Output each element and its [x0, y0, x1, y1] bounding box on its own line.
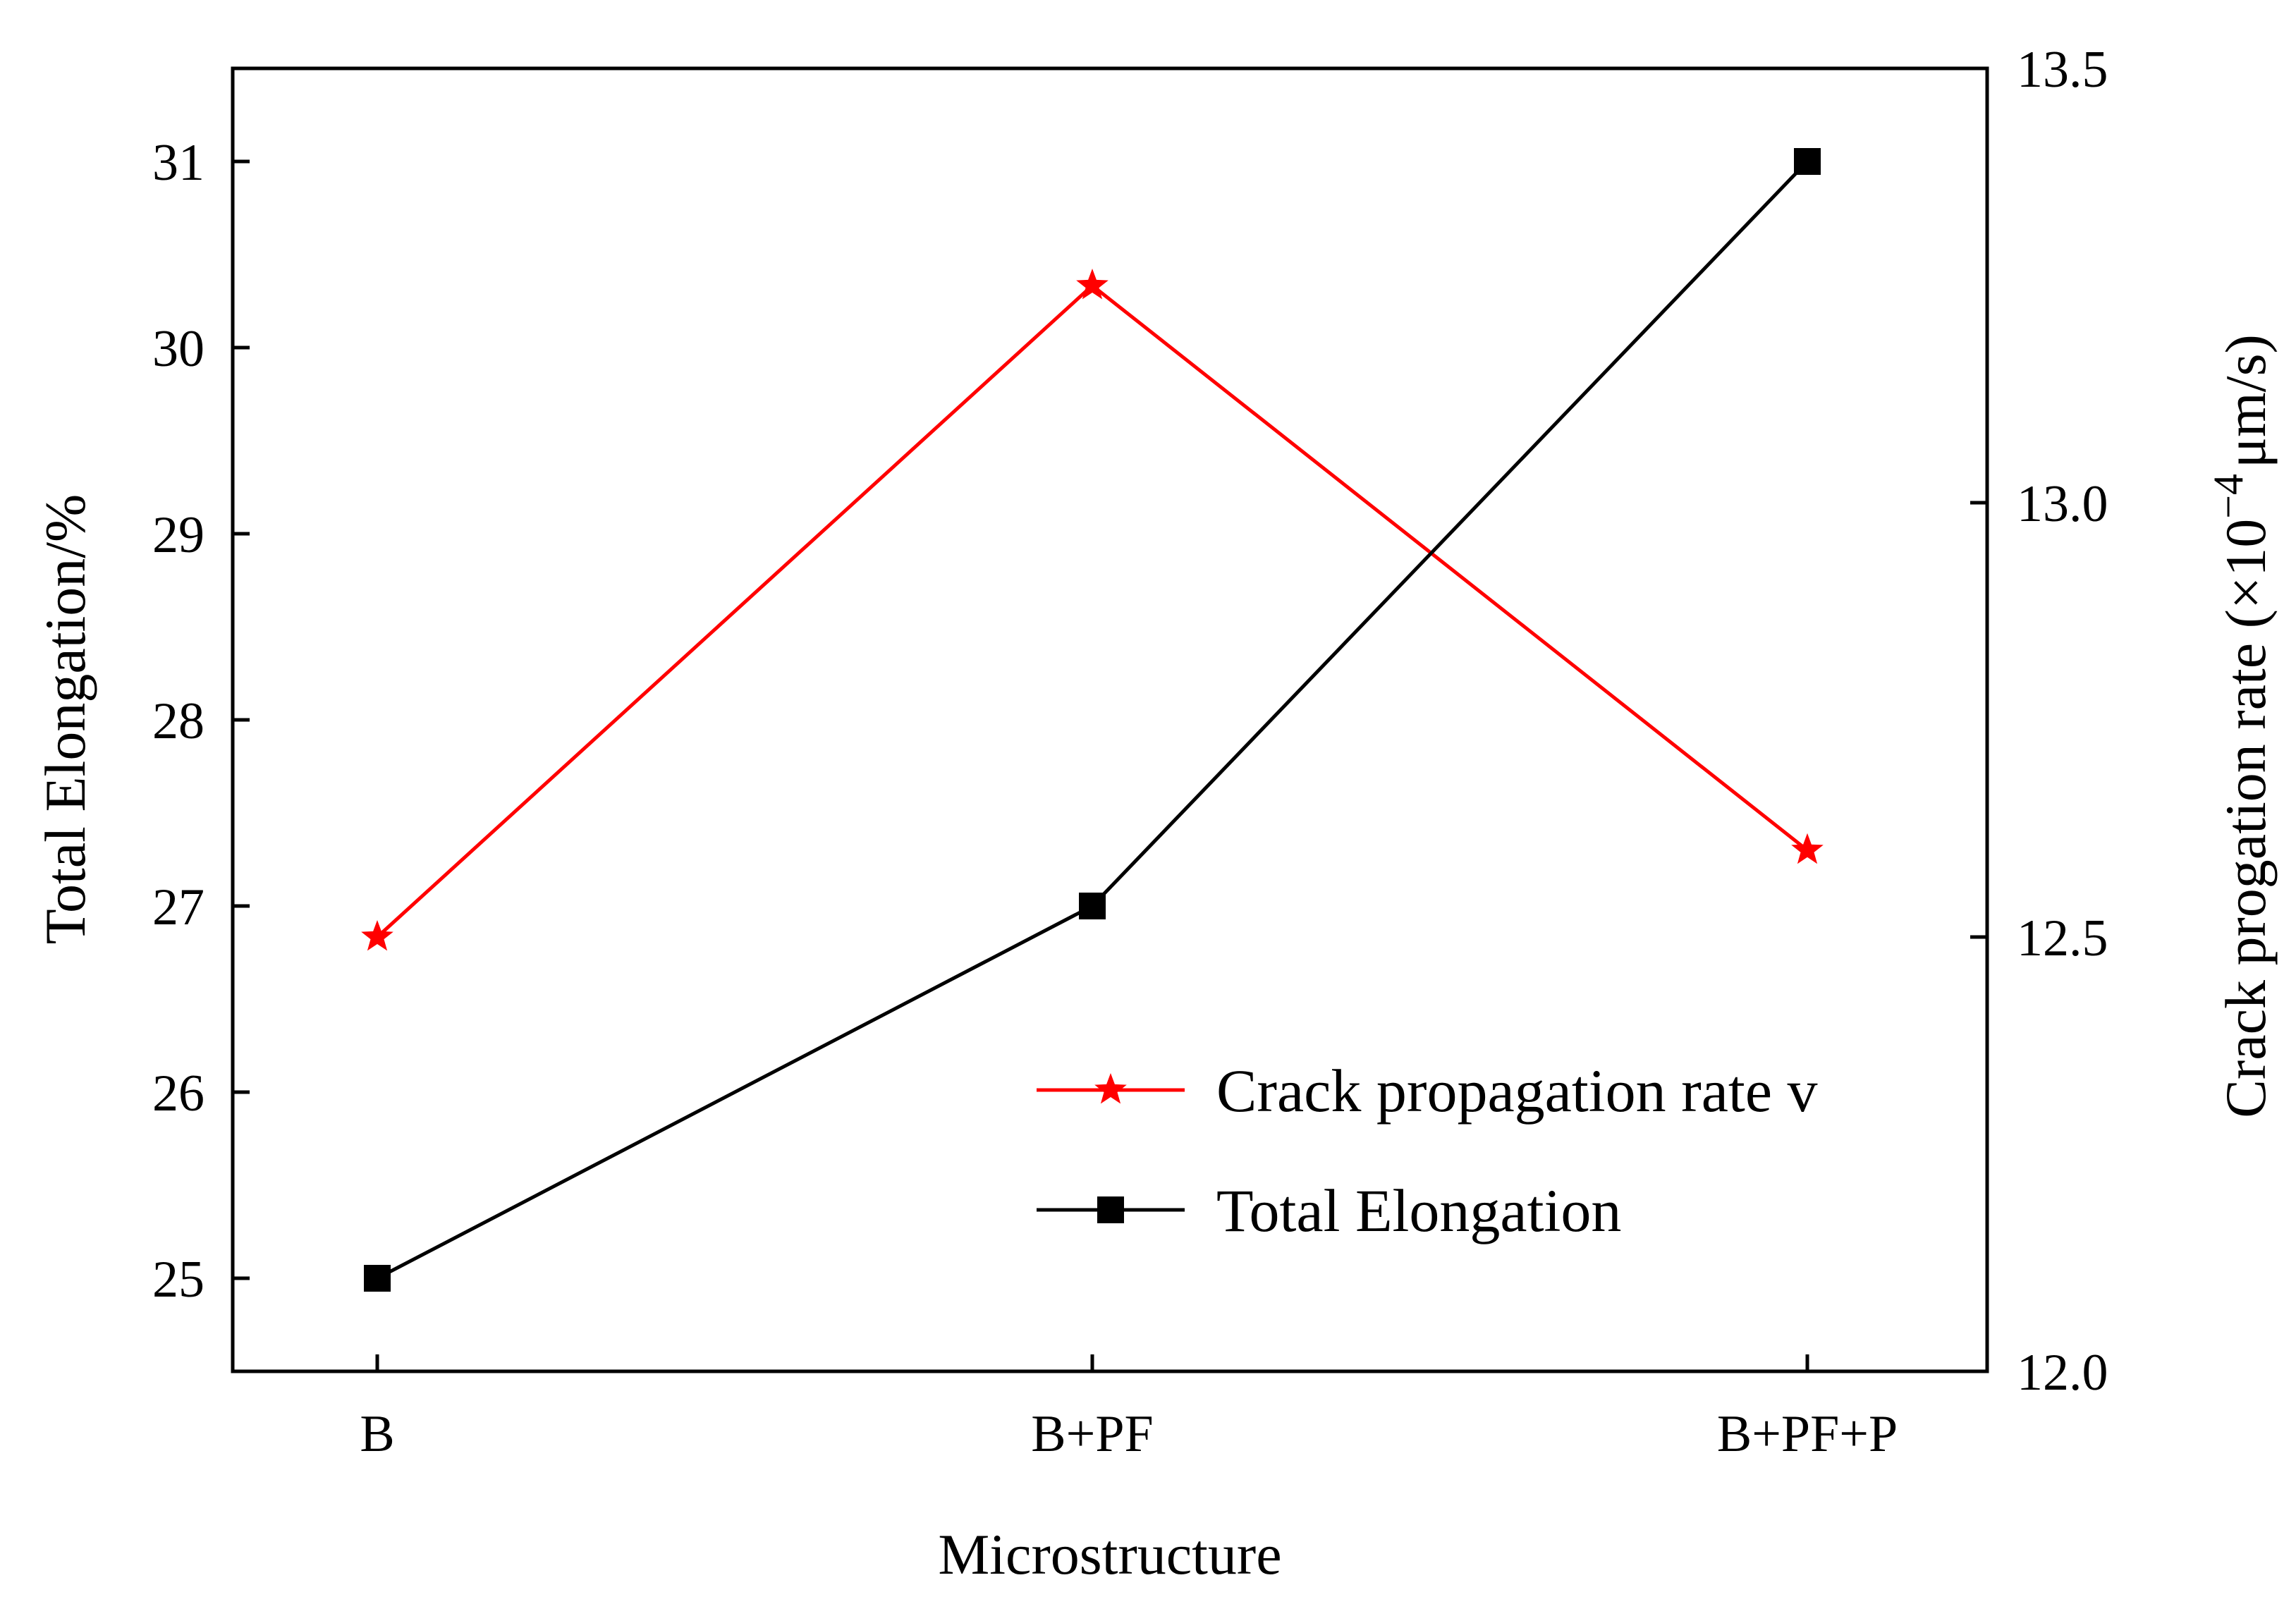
y-right-tick-label: 12.0 — [2017, 1344, 2108, 1402]
x-tick-label: B — [360, 1405, 394, 1463]
y-left-tick-label: 30 — [152, 320, 204, 378]
axis-titles: Microstructure Total Elongation/% Crack … — [33, 334, 2278, 1586]
legend-label: Crack propagation rate v — [1216, 1057, 1817, 1125]
y-right-tick-label: 13.0 — [2017, 475, 2108, 533]
plot-frame — [231, 66, 1989, 1373]
y-axis-left-title: Total Elongation/% — [33, 494, 97, 945]
y-left-tick-label: 31 — [152, 134, 204, 192]
y-left-tick-label: 29 — [152, 506, 204, 564]
y-left-tick-label: 26 — [152, 1065, 204, 1122]
y-axis-right-title-prefix: Crack progation rate (×10 — [2213, 519, 2278, 1118]
y-axis-right-title: Crack progation rate (×10−4 μm/s) — [2205, 334, 2278, 1118]
series-point-square — [364, 1265, 391, 1292]
legend-marker — [1097, 1196, 1124, 1223]
y-right-tick-label: 12.5 — [2017, 910, 2108, 967]
plot-border — [231, 66, 1989, 1373]
x-tick-label: B+PF — [1031, 1405, 1153, 1463]
series-point-square — [1794, 148, 1821, 175]
series-point-star — [1076, 269, 1109, 300]
y-right-tick-label: 13.5 — [2017, 41, 2108, 99]
series-point-star — [1791, 833, 1824, 864]
legend-label: Total Elongation — [1216, 1177, 1621, 1244]
y-left-tick-label: 27 — [152, 878, 204, 936]
axis-ticks: 25 26 27 28 29 30 31 12.0 12.5 13.0 13.5 B B+PF B+PF+… — [152, 41, 2108, 1463]
x-axis-title: Microstructure — [938, 1522, 1281, 1586]
series-layer — [361, 148, 1824, 1292]
legend-marker — [1094, 1073, 1127, 1104]
y-axis-right-title-suffix: μm/s) — [2213, 334, 2278, 468]
y-left-tick-label: 28 — [152, 692, 204, 750]
series-point-square — [1079, 893, 1106, 919]
legend: Crack propagation rate v Total Elongation — [1037, 1057, 1817, 1244]
y-axis-right-title-exponent: −4 — [2205, 474, 2252, 519]
x-tick-label: B+PF+P — [1717, 1405, 1898, 1463]
series-point-star — [361, 920, 393, 951]
y-left-tick-label: 25 — [152, 1251, 204, 1309]
